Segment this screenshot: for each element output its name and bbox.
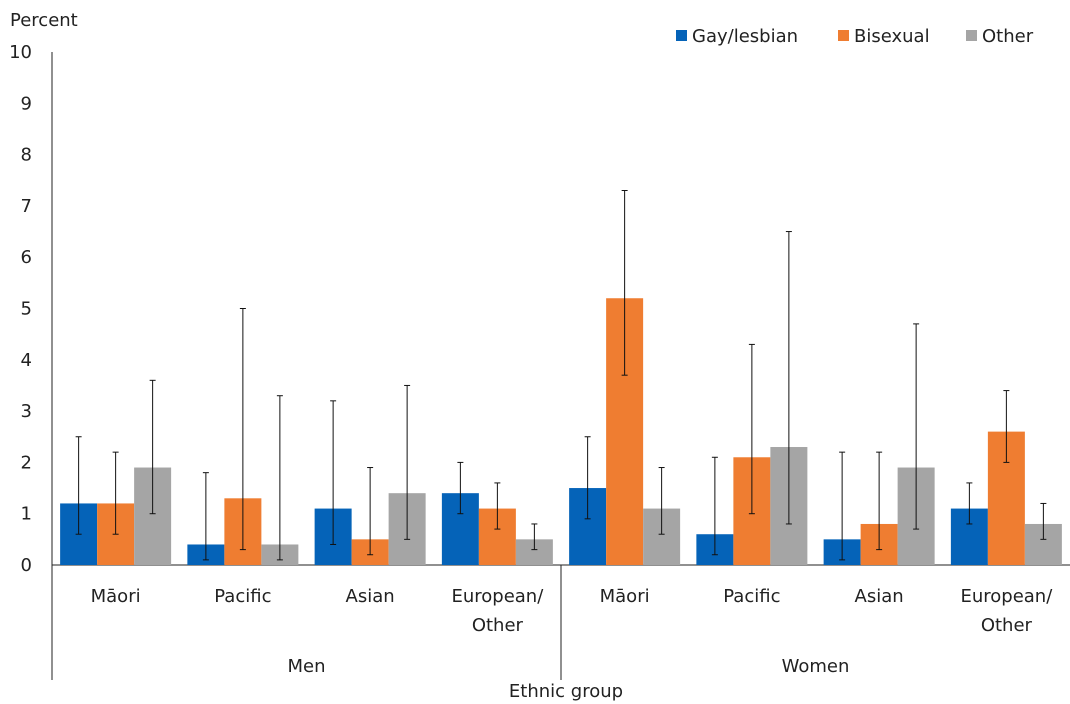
legend-swatch bbox=[676, 30, 687, 41]
y-tick-label: 2 bbox=[21, 452, 32, 473]
y-tick-label: 1 bbox=[21, 504, 32, 525]
axis-labels: 0 1 2 3 4 5 6 7 8 9 10 Māori Pacific Asian European/Ot… bbox=[9, 42, 1053, 677]
x-category-label: Māori bbox=[600, 586, 650, 607]
x-category-label: Asian bbox=[855, 586, 904, 607]
x-category-label: Asian bbox=[346, 586, 395, 607]
legend-label: Bisexual bbox=[854, 26, 930, 47]
x-category-label: European/ bbox=[960, 586, 1053, 607]
x-category-label: Other bbox=[981, 615, 1033, 636]
y-tick-label: 4 bbox=[21, 350, 32, 371]
error-bars bbox=[75, 190, 1047, 561]
y-tick-label: 8 bbox=[21, 145, 32, 166]
y-tick-label: 3 bbox=[21, 401, 32, 422]
y-tick-label: 7 bbox=[21, 196, 32, 217]
x-category-label: Other bbox=[472, 615, 524, 636]
y-tick-label: 6 bbox=[21, 247, 32, 268]
x-group-label: Women bbox=[782, 656, 850, 677]
axes bbox=[51, 52, 1070, 680]
x-category-label: Pacific bbox=[723, 586, 780, 607]
y-tick-label: 10 bbox=[9, 42, 32, 63]
x-category-label: Pacific bbox=[214, 586, 271, 607]
legend-swatch bbox=[966, 30, 977, 41]
x-axis-label: Ethnic group bbox=[509, 681, 623, 702]
bars bbox=[60, 298, 1062, 565]
x-category-label: Māori bbox=[91, 586, 141, 607]
x-group-label: Men bbox=[287, 656, 325, 677]
y-tick-label: 0 bbox=[21, 555, 32, 576]
y-tick-label: 5 bbox=[21, 299, 32, 320]
legend: Gay/lesbian Bisexual Other bbox=[676, 26, 1034, 47]
x-category-label: European/ bbox=[451, 586, 544, 607]
legend-swatch bbox=[838, 30, 849, 41]
legend-label: Gay/lesbian bbox=[692, 26, 798, 47]
legend-label: Other bbox=[982, 26, 1034, 47]
y-tick-label: 9 bbox=[21, 93, 32, 114]
y-axis-label: Percent bbox=[10, 10, 78, 31]
